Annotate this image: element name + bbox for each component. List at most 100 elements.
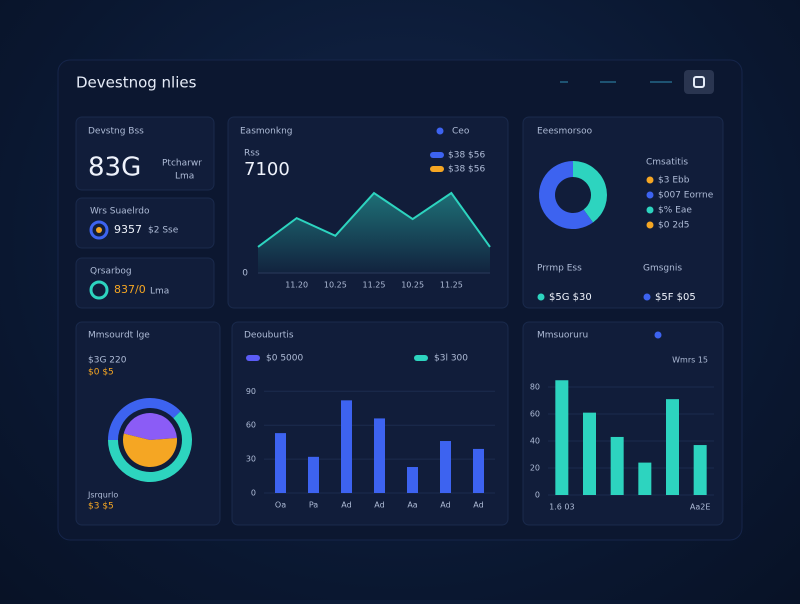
legend-swatch (414, 355, 428, 361)
legend-swatch (430, 152, 444, 158)
y-tick-label: 60 (246, 421, 256, 430)
legend-text: $0 5000 (266, 354, 303, 364)
legend-text: $007 Eorrne (658, 191, 714, 201)
toolbar[interactable] (560, 70, 714, 94)
legend-title: Cmsatitis (646, 158, 688, 168)
panel (75, 257, 215, 309)
legend-swatch (430, 166, 444, 172)
legend-dot (436, 127, 444, 135)
kpi-label: Qrsarbog (90, 267, 132, 277)
bar (610, 436, 624, 495)
kpi-icon (89, 220, 109, 240)
y-tick-label: 40 (530, 437, 540, 446)
y-tick-label: 20 (530, 464, 540, 473)
x-tick-label: 10.25 (401, 281, 424, 290)
bar (473, 448, 484, 493)
y-tick-label: 90 (246, 387, 256, 396)
kpi-label: Wrs Suaelrdo (90, 207, 150, 217)
legend-text: $5G $30 (549, 292, 592, 303)
bar (440, 441, 451, 493)
legend-text: $3 Ebb (658, 176, 690, 186)
kpi-label: Devstng Bss (88, 127, 144, 137)
kpi-value: 837/0 (114, 283, 146, 296)
kpi-icon (89, 280, 109, 300)
x-tick-label: 10.25 (324, 281, 347, 290)
legend-dot (646, 191, 654, 199)
chart-label: Rss (244, 149, 260, 159)
kpi-icon (96, 227, 102, 233)
panel-title: Mmsuoruru (537, 331, 588, 341)
bar (275, 433, 286, 493)
bar (693, 445, 707, 495)
x-tick-label: 11.25 (363, 281, 386, 290)
panel (75, 197, 215, 249)
y-tick-label: 0 (242, 269, 248, 279)
profile-button[interactable] (684, 70, 714, 94)
y-tick-label: 80 (530, 383, 540, 392)
bar (407, 467, 418, 493)
kpi-note: $2 Sse (148, 226, 179, 236)
bar (638, 462, 652, 495)
legend-text: $5F $05 (655, 292, 696, 303)
slice (108, 398, 181, 440)
legend-dot (646, 221, 654, 229)
kpi-note: Lma (150, 287, 169, 297)
kpi-value: 83G (88, 153, 141, 183)
app-title: Devestnog nlies (76, 74, 197, 92)
legend-text: $% Eae (658, 206, 692, 216)
x-tick-label: Ad (440, 501, 450, 510)
x-tick-label: Pa (309, 501, 318, 510)
panel-title: Easmonkng (240, 127, 293, 137)
bar (308, 456, 319, 493)
legend-dot (654, 331, 662, 339)
legend-dot (643, 293, 651, 301)
panel (231, 321, 509, 526)
bar (555, 380, 569, 495)
slice (123, 412, 177, 440)
chart-value: 7100 (244, 159, 290, 180)
slice (573, 161, 607, 223)
slice (123, 433, 177, 467)
y-tick-label: 60 (530, 410, 540, 419)
mix-text: Jsrqurlo (87, 491, 118, 500)
panel-title: Eeesmorsoo (537, 127, 593, 137)
bar (374, 418, 385, 493)
panel-title: Deouburtis (244, 331, 294, 341)
panel (75, 116, 215, 191)
legend-dot (646, 206, 654, 214)
kpi-sub: Lma (175, 172, 194, 182)
x-tick-label: Aa (407, 501, 417, 510)
profile-icon[interactable] (693, 76, 705, 88)
x-tick-label: 1.6 03 (549, 503, 574, 512)
legend-text: $38 $56 (448, 151, 485, 161)
legend-title: Prrmp Ess (537, 264, 582, 274)
x-tick-label: Ad (473, 501, 483, 510)
x-tick-label: Ad (341, 501, 351, 510)
legend-text: $0 2d5 (658, 221, 689, 231)
mix-note: $0 $5 (88, 368, 114, 378)
y-tick-label: 30 (246, 455, 256, 464)
mix-note: $3 $5 (88, 502, 114, 512)
y-tick-label: 0 (535, 491, 540, 500)
legend-text: $38 $56 (448, 165, 485, 175)
area (258, 193, 490, 273)
x-tick-label: 11.25 (440, 281, 463, 290)
legend-title: Gmsgnis (643, 264, 682, 274)
x-tick-label: Oa (275, 501, 286, 510)
x-tick-label: Aa2E (690, 503, 711, 512)
legend-dot (537, 293, 545, 301)
line (257, 191, 491, 248)
slice (538, 161, 593, 229)
legend-swatch (246, 355, 260, 361)
bar (341, 400, 352, 493)
bar (583, 412, 596, 495)
bar (666, 399, 679, 495)
panel-title: Mmsourdt lge (88, 331, 150, 341)
panel-note: Ceo (452, 127, 470, 137)
mix-text: $3G 220 (88, 356, 127, 366)
slice (108, 411, 192, 482)
x-tick-label: Ad (374, 501, 384, 510)
y-tick-label: 0 (251, 489, 256, 498)
